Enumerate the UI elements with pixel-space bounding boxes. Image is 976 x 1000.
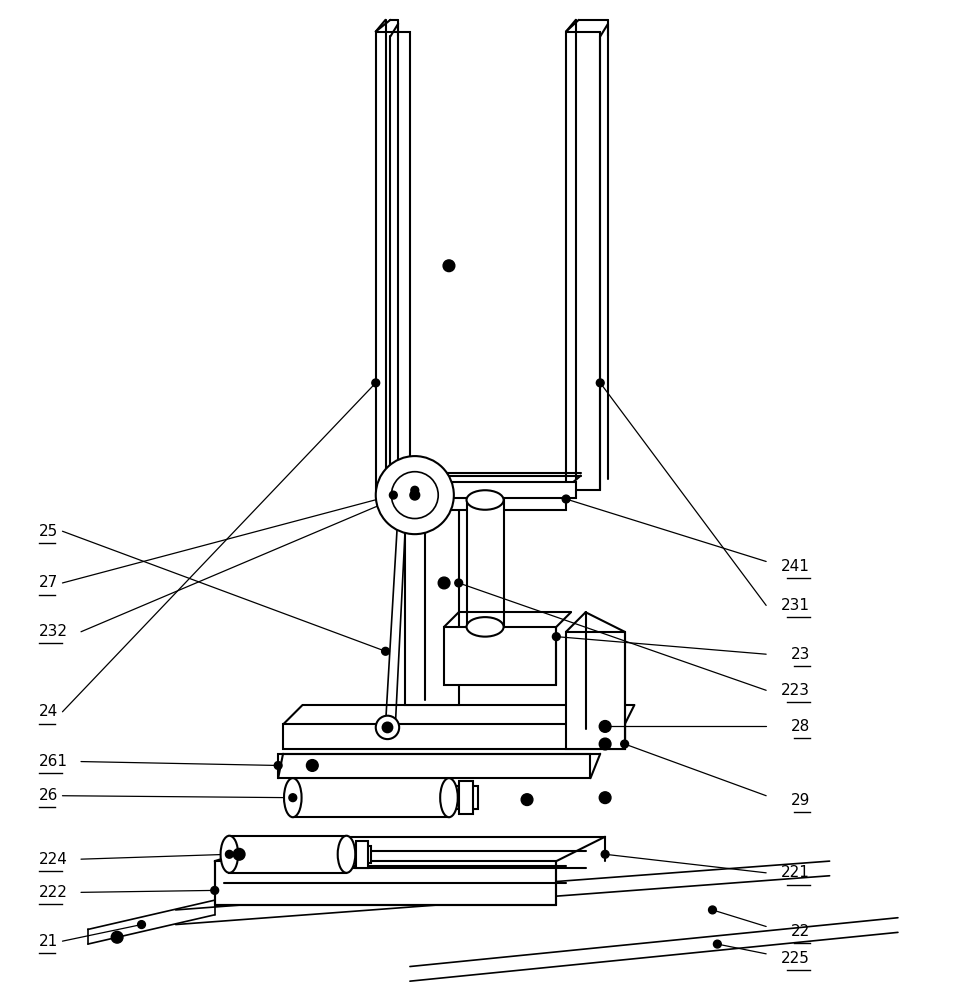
Text: 28: 28 [791,719,810,734]
Text: 231: 231 [781,598,810,613]
Bar [449,786,478,809]
Circle shape [274,762,282,769]
Circle shape [376,456,454,534]
Text: 223: 223 [781,683,810,698]
Circle shape [289,794,297,802]
Circle shape [372,379,380,387]
Text: 25: 25 [39,524,59,539]
Text: 225: 225 [781,951,810,966]
Bar [444,627,556,685]
Circle shape [391,472,438,519]
Text: 241: 241 [781,559,810,574]
Ellipse shape [440,778,458,817]
Circle shape [599,792,611,804]
Circle shape [552,633,560,641]
Text: 232: 232 [39,624,68,639]
Bar [566,632,625,749]
Circle shape [111,931,123,943]
Text: 222: 222 [39,885,68,900]
Text: 221: 221 [781,865,810,880]
Text: 26: 26 [39,788,59,803]
Text: 22: 22 [791,924,810,939]
Circle shape [376,716,399,739]
Circle shape [384,724,391,731]
Circle shape [601,850,609,858]
Bar [376,32,410,490]
Ellipse shape [467,617,504,637]
Circle shape [621,740,629,748]
Circle shape [713,940,721,948]
Circle shape [455,579,463,587]
Text: 224: 224 [39,852,68,867]
Circle shape [138,921,145,928]
Ellipse shape [338,836,355,873]
Circle shape [438,577,450,589]
Circle shape [389,491,397,499]
Text: 29: 29 [791,793,810,808]
Bar [293,778,449,817]
Bar [390,488,566,510]
Circle shape [383,723,392,732]
Ellipse shape [284,778,302,817]
Text: 24: 24 [39,704,59,719]
Text: 261: 261 [39,754,68,769]
Circle shape [233,848,245,860]
Circle shape [601,723,609,730]
Text: 27: 27 [39,575,59,590]
Circle shape [709,906,716,914]
Circle shape [306,760,318,771]
Circle shape [599,721,611,732]
Circle shape [410,490,420,500]
Circle shape [562,495,570,503]
Circle shape [225,850,233,858]
Ellipse shape [467,490,504,510]
Bar [215,861,556,905]
Bar [283,724,625,749]
Bar [459,781,473,814]
Bar [229,836,346,873]
Ellipse shape [221,836,238,873]
Bar [405,490,459,705]
Bar [278,754,590,778]
Circle shape [521,794,533,805]
Bar [566,32,600,490]
Bar [346,846,371,863]
Circle shape [411,486,419,494]
Text: 21: 21 [39,934,59,949]
Bar [356,841,368,868]
Bar [467,500,504,627]
Text: 23: 23 [791,647,810,662]
Circle shape [443,260,455,272]
Circle shape [599,738,611,750]
Circle shape [382,647,389,655]
Circle shape [211,886,219,894]
Circle shape [596,379,604,387]
Bar [415,482,576,498]
